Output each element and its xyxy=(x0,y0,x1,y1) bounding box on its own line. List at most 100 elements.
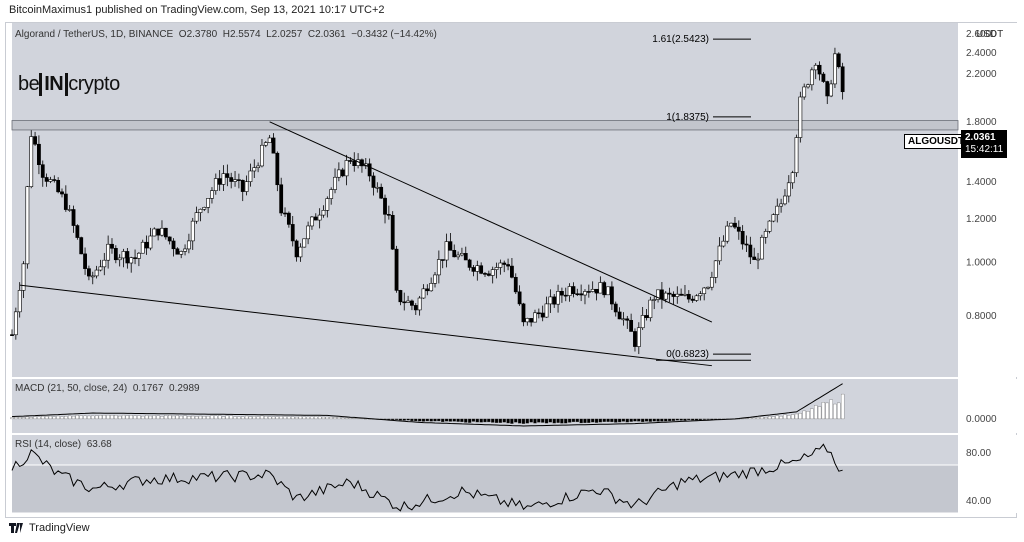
footer-brand: TradingView xyxy=(29,522,90,534)
candle-body xyxy=(394,248,399,291)
macd-histogram-bar xyxy=(683,418,687,421)
candle-body xyxy=(775,205,780,215)
macd-histogram-bar xyxy=(506,418,510,424)
candle-body xyxy=(233,179,237,182)
candle-body xyxy=(71,209,76,226)
candle-body xyxy=(675,293,680,297)
price-axis[interactable] xyxy=(959,23,1023,377)
price-pane[interactable] xyxy=(12,23,958,377)
rsi-axis[interactable] xyxy=(959,435,1023,513)
macd-histogram-bar xyxy=(575,418,579,423)
macd-histogram-bar xyxy=(33,416,37,420)
macd-histogram-bar xyxy=(118,415,122,420)
symbol-legend: Algorand / TetherUS, 1D, BINANCE O2.3780… xyxy=(15,29,437,40)
candle-body xyxy=(90,275,95,278)
candle-body xyxy=(133,257,137,259)
rsi-tick: 80.00 xyxy=(966,448,991,459)
macd-histogram-bar xyxy=(398,418,403,421)
macd-histogram-bar xyxy=(137,415,141,420)
candle-body xyxy=(829,83,833,97)
candle-body xyxy=(444,241,449,261)
macd-histogram-bar xyxy=(560,418,564,424)
candle-body xyxy=(402,301,407,304)
macd-histogram-bar xyxy=(91,415,95,420)
macd-pane[interactable] xyxy=(12,379,958,433)
candle-body xyxy=(740,231,745,245)
macd-histogram-bar xyxy=(667,418,672,422)
low-label: L xyxy=(266,29,272,40)
macd-histogram-bar xyxy=(498,418,503,423)
candle-body xyxy=(406,300,410,303)
candle-body xyxy=(540,312,545,318)
macd-histogram-bar xyxy=(629,418,633,422)
price-tag: ALGOUSDT xyxy=(904,134,969,149)
candle-body xyxy=(213,178,218,191)
macd-histogram-bar xyxy=(133,415,137,420)
candle-body xyxy=(383,197,387,215)
candle-body xyxy=(40,164,45,178)
candle-body xyxy=(590,288,595,292)
candle-body xyxy=(521,303,526,323)
macd-histogram-bar xyxy=(21,417,26,420)
candle-body xyxy=(256,165,261,168)
price-tick: 1.4000 xyxy=(966,177,997,188)
candle-body xyxy=(656,289,660,300)
price-unit: USDT xyxy=(976,29,1004,40)
candle-body xyxy=(648,299,653,319)
candle-body xyxy=(529,318,534,323)
macd-histogram-bar xyxy=(394,418,399,420)
macd-histogram-bar xyxy=(775,415,779,420)
candle-body xyxy=(286,212,291,225)
candle-body xyxy=(502,262,507,265)
macd-histogram-bar xyxy=(37,416,41,420)
macd-histogram-bar xyxy=(694,418,699,421)
candle-body xyxy=(471,267,476,272)
macd-histogram-bar xyxy=(29,417,33,420)
macd-histogram-bar xyxy=(479,418,483,423)
macd-histogram-bar xyxy=(821,402,826,420)
macd-histogram-bar xyxy=(794,413,799,420)
macd-histogram-bar xyxy=(817,406,822,420)
candle-body xyxy=(190,220,195,242)
candle-body xyxy=(748,244,753,258)
macd-histogram-bar xyxy=(198,415,203,420)
candle-body xyxy=(629,320,634,332)
rsi-tick: 40.00 xyxy=(966,496,991,507)
candle-body xyxy=(183,248,187,252)
macd-histogram-bar xyxy=(441,418,445,423)
macd-histogram-bar xyxy=(121,414,126,420)
candle-body xyxy=(840,66,845,93)
macd-histogram-bar xyxy=(702,418,706,420)
candle-body xyxy=(340,169,345,177)
candle-body xyxy=(533,312,537,323)
macd-histogram-bar xyxy=(317,416,322,420)
macd-histogram-bar xyxy=(567,418,572,423)
candle-body xyxy=(294,240,299,258)
candle-body xyxy=(321,210,326,216)
macd-histogram-bar xyxy=(402,418,406,421)
macd-axis[interactable] xyxy=(959,379,1023,433)
candle-body xyxy=(371,175,376,188)
macd-histogram-bar xyxy=(675,418,679,421)
macd-histogram-bar xyxy=(510,418,514,424)
candle-body xyxy=(733,222,737,228)
macd-histogram-bar xyxy=(210,415,214,420)
macd-histogram-bar xyxy=(529,418,533,423)
candle-body xyxy=(636,327,641,347)
macd-histogram-bar xyxy=(544,418,549,424)
beincrypto-logo: be IN crypto xyxy=(18,73,120,96)
macd-histogram-bar xyxy=(452,418,456,422)
candle-body xyxy=(167,236,172,242)
candle-body xyxy=(137,252,141,259)
candle-body xyxy=(17,290,22,313)
candle-body xyxy=(425,288,430,292)
candle-body xyxy=(460,253,464,256)
macd-histogram-bar xyxy=(525,418,529,424)
candle-body xyxy=(517,291,522,305)
macd-histogram-bar xyxy=(517,418,522,424)
candle-body xyxy=(817,64,822,75)
macd-histogram-bar xyxy=(760,416,764,420)
candle-body xyxy=(186,240,191,250)
candle-body xyxy=(744,243,749,246)
candle-body xyxy=(260,144,264,167)
